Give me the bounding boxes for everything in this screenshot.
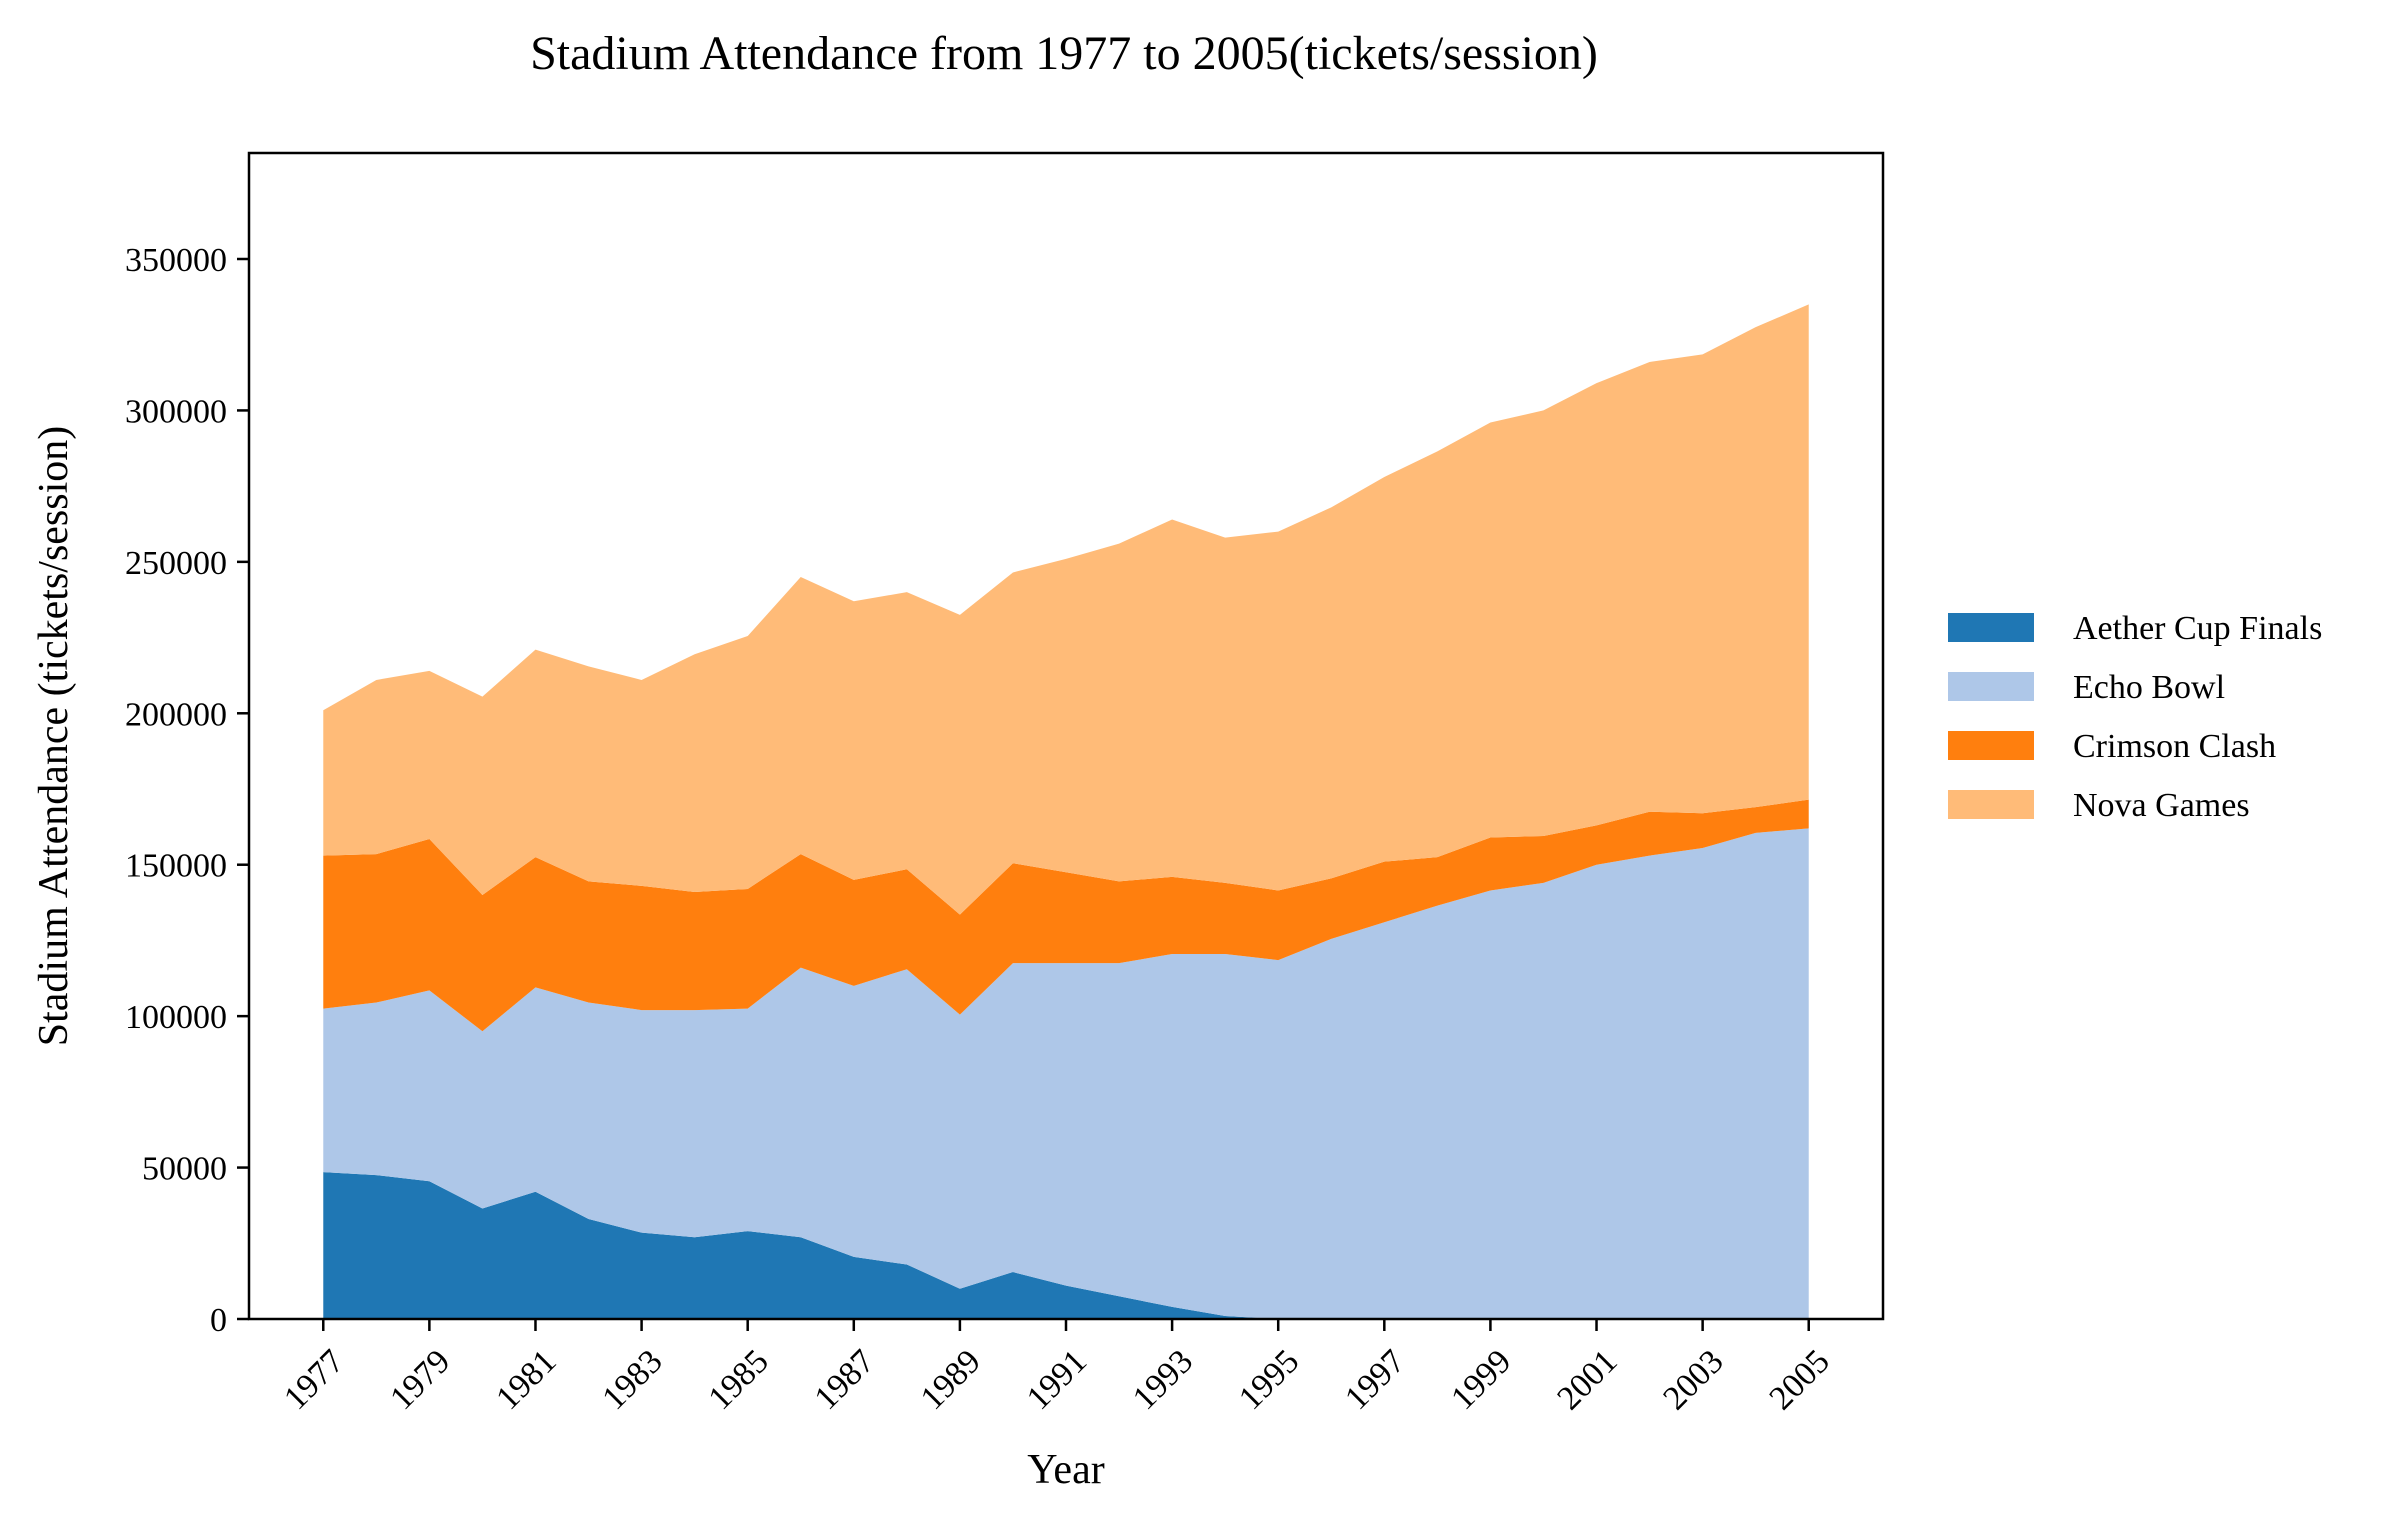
x-tick-label: 1989 — [914, 1343, 988, 1417]
y-tick-label: 200000 — [125, 696, 227, 733]
legend-swatch — [1948, 672, 2034, 701]
y-axis: 0 50000 100000 150000 200000 250000 300000 3500… — [125, 242, 249, 1339]
legend-label: Crimson Clash — [2073, 728, 2276, 765]
x-axis-label: Year — [1027, 1447, 1104, 1493]
x-tick-label: 2003 — [1656, 1343, 1730, 1417]
y-tick-label: 0 — [210, 1302, 227, 1339]
x-tick-label: 1995 — [1232, 1343, 1306, 1417]
x-tick-label: 2005 — [1763, 1343, 1837, 1417]
y-tick-label: 150000 — [125, 848, 227, 885]
x-tick-label: 1979 — [383, 1343, 457, 1417]
legend: Aether Cup Finals Echo Bowl Crimson Clash N… — [1948, 610, 2322, 824]
legend-label: Aether Cup Finals — [2073, 610, 2322, 647]
x-tick-label: 1999 — [1444, 1343, 1518, 1417]
area-series-2 — [323, 828, 1809, 1319]
x-tick-label: 1991 — [1020, 1343, 1094, 1417]
area-series-3 — [323, 799, 1809, 1032]
area-series-1 — [323, 1172, 1809, 1319]
x-tick-label: 2001 — [1550, 1343, 1624, 1417]
y-tick-label: 350000 — [125, 242, 227, 279]
y-tick-label: 100000 — [125, 999, 227, 1036]
legend-label: Nova Games — [2073, 787, 2250, 824]
legend-swatch — [1948, 613, 2034, 642]
y-tick-label: 300000 — [125, 393, 227, 430]
y-tick-label: 50000 — [142, 1151, 227, 1188]
y-tick-label: 250000 — [125, 545, 227, 582]
x-tick-label: 1983 — [595, 1343, 669, 1417]
x-tick-label: 1993 — [1126, 1343, 1200, 1417]
legend-label: Echo Bowl — [2073, 669, 2225, 706]
y-axis-label: Stadium Attendance (tickets/session) — [31, 426, 77, 1047]
x-tick-label: 1987 — [808, 1343, 882, 1417]
legend-swatch — [1948, 790, 2034, 819]
x-tick-label: 1997 — [1338, 1343, 1412, 1417]
legend-swatch — [1948, 731, 2034, 760]
x-tick-label: 1981 — [489, 1343, 563, 1417]
plot-areas — [323, 304, 1809, 1319]
x-axis: 1977 1979 1981 1983 1985 1987 1989 1991 1993 1995… — [277, 1319, 1837, 1417]
chart-title: Stadium Attendance from 1977 to 2005(tic… — [530, 27, 1598, 80]
x-tick-label: 1985 — [702, 1343, 776, 1417]
x-tick-label: 1977 — [277, 1343, 351, 1417]
area-series-4 — [323, 304, 1809, 915]
